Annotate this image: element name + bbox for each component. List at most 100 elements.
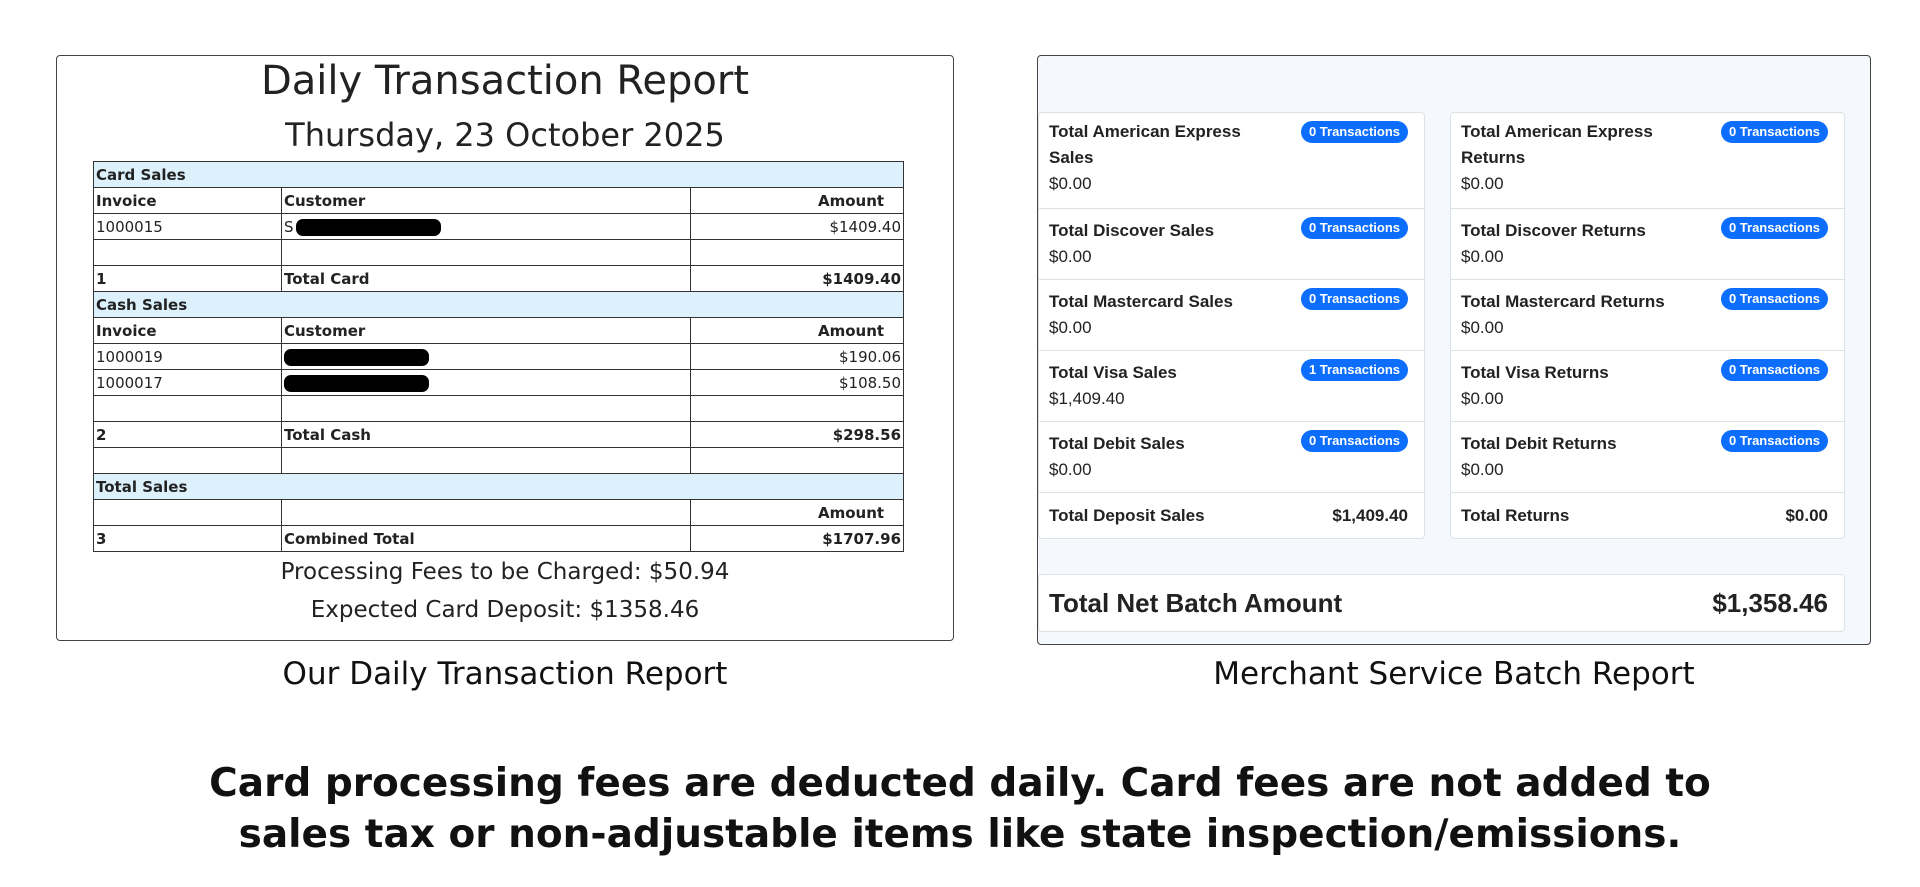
transactions-badge: 0 Transactions xyxy=(1720,217,1828,239)
batch-label: Total Visa Returns xyxy=(1461,363,1609,382)
list-item: Total Debit Sales 0 Transactions $0.00 xyxy=(1039,422,1424,493)
batch-label: Total Discover Sales xyxy=(1049,221,1215,240)
customer-cell xyxy=(281,369,691,396)
list-item: Total Visa Returns 0 Transactions $0.00 xyxy=(1451,351,1844,422)
col-amount: Amount xyxy=(689,317,905,344)
table-row: 1000015 S $1409.40 xyxy=(93,213,905,240)
total-amount: $298.56 xyxy=(689,421,905,448)
transactions-badge: 0 Transactions xyxy=(1300,288,1408,310)
transactions-badge: 0 Transactions xyxy=(1720,288,1828,310)
list-item: Total American Express Returns 0 Transac… xyxy=(1451,113,1844,209)
footer-note: Card processing fees are deducted daily.… xyxy=(0,758,1920,860)
returns-column: Total American Express Returns 0 Transac… xyxy=(1450,112,1845,539)
total-amount: $1409.40 xyxy=(689,265,905,292)
batch-value: $1,409.40 xyxy=(1049,389,1125,408)
transactions-badge: 0 Transactions xyxy=(1300,217,1408,239)
report-date: Thursday, 23 October 2025 xyxy=(285,116,725,154)
batch-label: Total Visa Sales xyxy=(1049,363,1177,382)
total-row: 3 Combined Total $1707.96 xyxy=(93,525,905,552)
total-count: 2 xyxy=(93,421,282,448)
batch-value: $0.00 xyxy=(1461,318,1504,337)
cash-sales-header: Cash Sales xyxy=(92,291,905,318)
transactions-badge: 1 Transactions xyxy=(1300,359,1408,381)
processing-fees: Processing Fees to be Charged: $50.94 xyxy=(280,559,730,585)
column-header-row: Amount xyxy=(93,499,905,526)
col-invoice: Invoice xyxy=(93,317,282,344)
batch-label: Total American Express Sales xyxy=(1049,122,1241,167)
batch-label: Total Mastercard Returns xyxy=(1461,292,1665,311)
footer-note-line: Card processing fees are deducted daily.… xyxy=(209,761,1711,806)
total-label: Total Cash xyxy=(281,421,691,448)
list-item: Total Mastercard Sales 0 Transactions $0… xyxy=(1039,280,1424,351)
transactions-badge: 0 Transactions xyxy=(1300,430,1408,452)
sales-column: Total American Express Sales 0 Transacti… xyxy=(1038,112,1425,539)
batch-value: $0.00 xyxy=(1049,174,1092,193)
expected-deposit: Expected Card Deposit: $1358.46 xyxy=(310,597,700,623)
redaction-bar xyxy=(284,374,429,392)
invoice-cell: 1000019 xyxy=(93,343,282,370)
left-caption: Our Daily Transaction Report xyxy=(282,656,728,692)
list-item: Total Mastercard Returns 0 Transactions … xyxy=(1451,280,1844,351)
batch-value: $0.00 xyxy=(1049,247,1092,266)
batch-value: $0.00 xyxy=(1461,389,1504,408)
net-batch-amount: Total Net Batch Amount $1,358.46 xyxy=(1038,574,1845,632)
batch-value: $0.00 xyxy=(1461,460,1504,479)
report-title: Daily Transaction Report xyxy=(260,58,750,104)
col-invoice: Invoice xyxy=(93,187,282,214)
batch-value: $0.00 xyxy=(1785,505,1828,525)
transactions-badge: 0 Transactions xyxy=(1720,359,1828,381)
batch-label: Total Deposit Sales xyxy=(1049,505,1205,525)
list-item: Total Discover Returns 0 Transactions $0… xyxy=(1451,209,1844,280)
batch-value: $1,409.40 xyxy=(1332,505,1408,525)
spacer-row xyxy=(93,395,905,422)
spacer-row xyxy=(93,447,905,474)
amount-cell: $108.50 xyxy=(689,369,905,396)
section-row: Cash Sales xyxy=(92,291,905,318)
redaction-bar xyxy=(295,218,441,236)
section-row: Card Sales xyxy=(92,161,905,188)
batch-label: Total Debit Returns xyxy=(1461,434,1617,453)
footer-note-line: sales tax or non-adjustable items like s… xyxy=(238,812,1682,857)
batch-value: $0.00 xyxy=(1461,174,1504,193)
total-sales-header: Total Sales xyxy=(92,473,905,500)
col-amount: Amount xyxy=(689,187,905,214)
right-caption: Merchant Service Batch Report xyxy=(1213,656,1695,692)
col-customer: Customer xyxy=(281,317,691,344)
card-sales-header: Card Sales xyxy=(92,161,905,188)
invoice-cell: 1000017 xyxy=(93,369,282,396)
batch-value: $0.00 xyxy=(1049,460,1092,479)
transactions-badge: 0 Transactions xyxy=(1300,121,1408,143)
list-item: Total Visa Sales 1 Transactions $1,409.4… xyxy=(1039,351,1424,422)
batch-label: Total Returns xyxy=(1461,505,1570,525)
batch-value: $0.00 xyxy=(1049,318,1092,337)
batch-label: Total Debit Sales xyxy=(1049,434,1185,453)
transactions-badge: 0 Transactions xyxy=(1720,430,1828,452)
customer-cell xyxy=(281,343,691,370)
amount-cell: $190.06 xyxy=(689,343,905,370)
redaction-bar xyxy=(284,348,429,366)
transaction-table: Card Sales Invoice Customer Amount 10000… xyxy=(92,161,905,552)
total-row: 2 Total Cash $298.56 xyxy=(93,421,905,448)
total-row: 1 Total Card $1409.40 xyxy=(93,265,905,292)
section-row: Total Sales xyxy=(92,473,905,500)
spacer-row xyxy=(93,239,905,266)
combined-amount: $1707.96 xyxy=(689,525,905,552)
col-amount: Amount xyxy=(689,499,905,526)
total-count: 1 xyxy=(93,265,282,292)
batch-label: Total American Express Returns xyxy=(1461,122,1653,167)
returns-total-row: Total Returns $0.00 xyxy=(1451,493,1844,538)
combined-count: 3 xyxy=(93,525,282,552)
customer-cell: S xyxy=(281,213,691,240)
daily-transaction-report: Daily Transaction Report Thursday, 23 Oc… xyxy=(56,55,954,641)
customer-initial: S xyxy=(284,217,294,236)
net-value: $1,358.46 xyxy=(1712,587,1828,618)
col-customer: Customer xyxy=(281,187,691,214)
column-header-row: Invoice Customer Amount xyxy=(93,317,905,344)
list-item: Total American Express Sales 0 Transacti… xyxy=(1039,113,1424,209)
batch-value: $0.00 xyxy=(1461,247,1504,266)
table-row: 1000017 $108.50 xyxy=(93,369,905,396)
list-item: Total Discover Sales 0 Transactions $0.0… xyxy=(1039,209,1424,280)
list-item: Total Debit Returns 0 Transactions $0.00 xyxy=(1451,422,1844,493)
batch-label: Total Mastercard Sales xyxy=(1049,292,1233,311)
column-header-row: Invoice Customer Amount xyxy=(93,187,905,214)
